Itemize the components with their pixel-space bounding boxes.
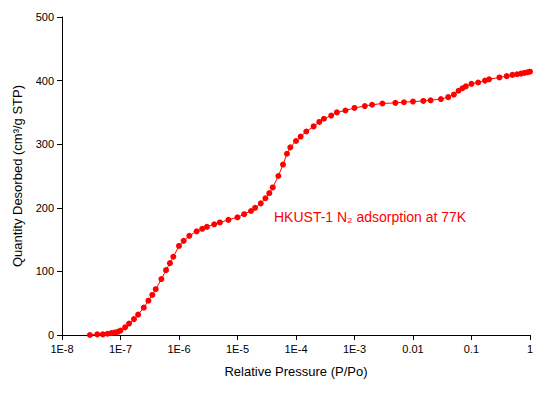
svg-text:Relative Pressure (P/Po): Relative Pressure (P/Po)	[224, 364, 367, 379]
svg-text:HKUST-1 N₂ adsorption at 77K: HKUST-1 N₂ adsorption at 77K	[274, 209, 467, 225]
svg-text:100: 100	[36, 265, 54, 277]
svg-text:1E-4: 1E-4	[284, 343, 307, 355]
svg-text:400: 400	[36, 75, 54, 87]
svg-text:1: 1	[527, 343, 533, 355]
svg-text:300: 300	[36, 138, 54, 150]
svg-text:Quantity Desorbed (cm³/g STP): Quantity Desorbed (cm³/g STP)	[10, 85, 25, 267]
svg-text:1E-3: 1E-3	[343, 343, 366, 355]
svg-text:1E-6: 1E-6	[167, 343, 190, 355]
svg-text:1E-8: 1E-8	[50, 343, 73, 355]
svg-text:0.01: 0.01	[402, 343, 423, 355]
svg-text:1E-7: 1E-7	[109, 343, 132, 355]
svg-text:500: 500	[36, 11, 54, 23]
svg-text:200: 200	[36, 202, 54, 214]
svg-text:1E-5: 1E-5	[226, 343, 249, 355]
svg-text:0: 0	[48, 329, 54, 341]
svg-text:0.1: 0.1	[464, 343, 479, 355]
